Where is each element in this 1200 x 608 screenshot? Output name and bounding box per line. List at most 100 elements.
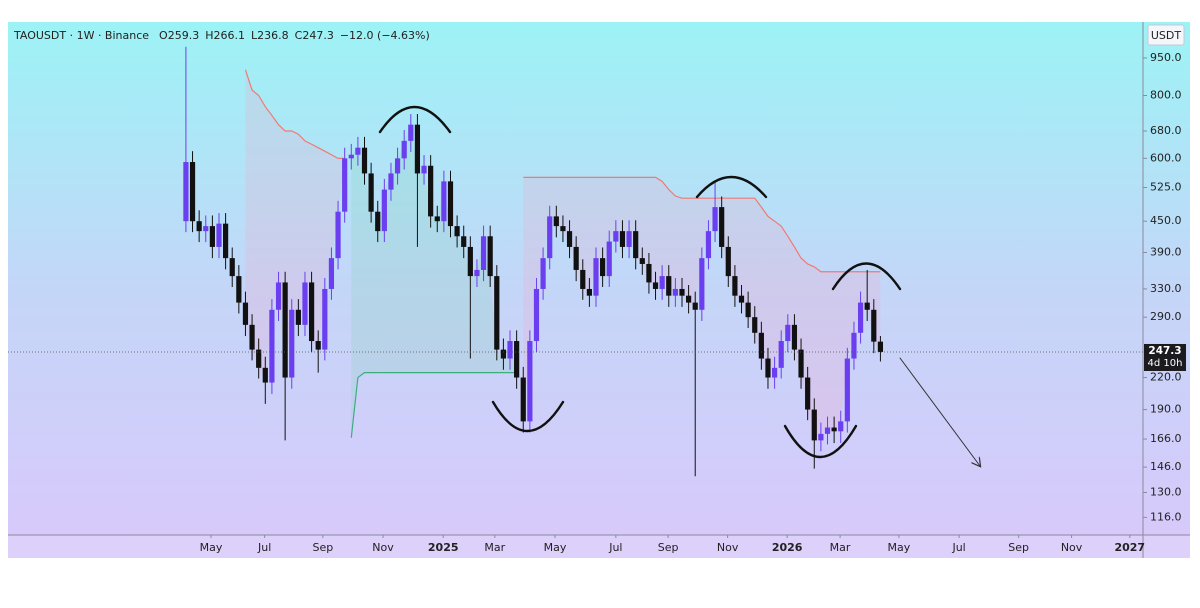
candle-body — [348, 154, 354, 159]
candle-body — [699, 258, 705, 310]
header-change: −12.0 (−4.63%) — [340, 29, 430, 42]
candle-body — [600, 258, 606, 277]
candle-body — [189, 162, 196, 222]
candle-body — [626, 231, 632, 247]
candle-body — [785, 324, 791, 342]
last-price-box — [1144, 343, 1186, 371]
arc-top — [831, 262, 902, 291]
x-tick-label: Sep — [658, 541, 679, 554]
candle-body — [494, 276, 500, 350]
candle-body — [752, 317, 758, 333]
band-line — [244, 69, 345, 159]
candle-body — [719, 207, 725, 247]
candle-body — [771, 367, 778, 378]
candle-body — [302, 282, 308, 325]
candle-body — [315, 341, 321, 350]
band-fill — [523, 177, 881, 441]
currency-label[interactable]: USDT — [1151, 29, 1182, 42]
candle-body — [811, 409, 817, 441]
candle-body — [216, 223, 222, 247]
candle-body — [249, 324, 255, 350]
candle-body — [824, 427, 831, 434]
candle-body — [738, 295, 745, 303]
annotations — [378, 106, 980, 466]
candle-body — [414, 124, 421, 174]
candle-body — [732, 276, 738, 296]
y-tick-label: 220.0 — [1150, 371, 1182, 384]
x-tick-label: Mar — [484, 541, 505, 554]
candle-body — [328, 258, 335, 289]
candle-body — [679, 288, 685, 296]
header-label: O — [159, 29, 168, 42]
candle-body — [368, 173, 374, 212]
candle-body — [798, 349, 804, 378]
header-label: H — [205, 29, 213, 42]
x-tick-label: Jul — [951, 541, 965, 554]
candle-body — [666, 276, 672, 296]
candle-body — [778, 341, 784, 368]
candle-body — [692, 302, 698, 310]
x-tick-label: Nov — [1061, 541, 1083, 554]
y-tick-label: 950.0 — [1150, 51, 1182, 64]
arc-bottom — [491, 400, 565, 432]
axis-layer: 950.0 800.0 680.0 600.0 525.0 450.0 390.0 330.0… — [200, 51, 1186, 554]
candle-body — [566, 231, 573, 247]
y-tick-label: 146.0 — [1150, 460, 1182, 473]
x-tick-label: Sep — [1008, 541, 1029, 554]
y-tick-label: 190.0 — [1150, 403, 1182, 416]
header-value: 247.3 — [302, 29, 334, 42]
y-tick-label: 600.0 — [1150, 151, 1182, 164]
x-tick-label: May — [888, 541, 911, 554]
candle-body — [461, 236, 467, 247]
candle-body — [633, 231, 639, 259]
candle-body — [295, 309, 301, 325]
candle-body — [467, 246, 473, 277]
candle-body — [342, 158, 348, 212]
candle-body — [838, 421, 844, 432]
arc-top — [378, 106, 452, 134]
y-tick-label: 525.0 — [1150, 181, 1182, 194]
x-tick-label: Nov — [717, 541, 739, 554]
currency-box[interactable] — [1147, 24, 1185, 46]
candle-body — [434, 216, 440, 222]
candle-body — [593, 258, 599, 296]
band-fill — [351, 124, 517, 438]
candle-body — [705, 231, 712, 259]
header-label: C — [295, 29, 303, 42]
candle-body — [765, 358, 771, 378]
y-tick-label: 800.0 — [1150, 89, 1182, 102]
candle-body — [580, 269, 586, 289]
candle-body — [871, 309, 877, 342]
candle-body — [831, 427, 837, 432]
candle-body — [652, 282, 659, 289]
symbol: TAOUSDT · 1W · Binance — [13, 29, 149, 42]
x-tick-label: Jul — [257, 541, 271, 554]
candle-body — [275, 282, 282, 310]
candle-body — [520, 377, 526, 422]
candle-body — [877, 341, 884, 352]
candle-body — [613, 231, 619, 242]
candle-body — [540, 258, 546, 289]
candle-body — [553, 216, 559, 227]
x-tick-label: Jul — [608, 541, 622, 554]
series-layer — [8, 46, 1143, 477]
candle-body — [851, 332, 857, 359]
y-tick-label: 450.0 — [1150, 214, 1182, 227]
candle-body — [454, 226, 460, 237]
candle-body — [514, 341, 520, 378]
last-price-label: 247.3 — [1148, 345, 1181, 357]
candle-body — [203, 226, 209, 232]
arc-bottom — [783, 424, 858, 458]
candle-body — [474, 269, 480, 277]
header-value: 259.3 — [168, 29, 200, 42]
candle-body — [209, 226, 215, 247]
candle-body — [527, 341, 533, 422]
candle-body — [500, 349, 507, 359]
y-tick-label: 330.0 — [1150, 282, 1182, 295]
chart-header: TAOUSDT · 1W · Binance O259.3 H266.1 L236.8… — [13, 29, 430, 42]
countdown-label: 4d 10h — [1148, 358, 1183, 369]
candle-body — [441, 181, 447, 222]
candle-body — [507, 341, 513, 359]
candle-body — [401, 140, 407, 159]
candle-body — [586, 288, 592, 296]
